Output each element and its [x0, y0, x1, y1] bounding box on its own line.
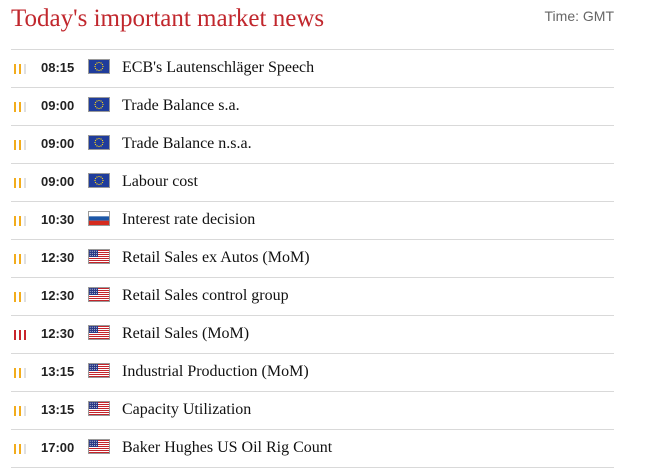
importance-bar — [14, 368, 16, 378]
importance-bar — [19, 140, 21, 150]
importance-bar — [24, 292, 26, 302]
event-time: 13:15 — [41, 364, 75, 379]
importance-bar — [14, 330, 16, 340]
news-row[interactable]: 12:30 Retail Sales control group — [11, 278, 614, 316]
event-title[interactable]: Industrial Production (MoM) — [122, 363, 309, 380]
us-flag-icon — [88, 249, 110, 264]
event-time: 10:30 — [41, 212, 75, 227]
importance-indicator — [14, 216, 32, 226]
event-time: 12:30 — [41, 288, 75, 303]
eu-flag-icon — [88, 135, 110, 150]
importance-bar — [14, 444, 16, 454]
importance-bar — [19, 368, 21, 378]
importance-bar — [14, 406, 16, 416]
event-title[interactable]: ECB's Lautenschläger Speech — [122, 59, 315, 76]
importance-bar — [24, 368, 26, 378]
importance-indicator — [14, 64, 32, 74]
event-time: 13:15 — [41, 402, 75, 417]
importance-bar — [24, 216, 26, 226]
importance-bar — [14, 140, 16, 150]
timezone-label: Time: GMT — [544, 8, 614, 24]
event-title[interactable]: Baker Hughes US Oil Rig Count — [122, 439, 333, 456]
us-flag-icon — [88, 287, 110, 302]
importance-bar — [14, 178, 16, 188]
news-list: 08:15 ECB's Lautenschläger Speech 09:00 Tra… — [11, 49, 614, 468]
event-time: 09:00 — [41, 136, 75, 151]
news-row[interactable]: 17:00 Baker Hughes US Oil Rig Count — [11, 430, 614, 468]
news-row[interactable]: 10:30 Interest rate decision — [11, 202, 614, 240]
news-row[interactable]: 09:00 Trade Balance n.s.a. — [11, 126, 614, 164]
news-row[interactable]: 12:30 Retail Sales ex Autos (MoM) — [11, 240, 614, 278]
us-flag-icon — [88, 401, 110, 416]
event-title[interactable]: Retail Sales control group — [122, 287, 289, 304]
us-flag-icon — [88, 363, 110, 378]
event-title[interactable]: Interest rate decision — [122, 211, 256, 228]
importance-bar — [24, 140, 26, 150]
us-flag-icon — [88, 325, 110, 340]
news-row[interactable]: 09:00 Labour cost — [11, 164, 614, 202]
importance-bar — [19, 178, 21, 188]
us-flag-icon — [88, 439, 110, 454]
importance-bar — [19, 444, 21, 454]
event-title[interactable]: Capacity Utilization — [122, 401, 252, 418]
importance-indicator — [14, 254, 32, 264]
news-row[interactable]: 09:00 Trade Balance s.a. — [11, 88, 614, 126]
event-time: 09:00 — [41, 174, 75, 189]
header: Today's important market news Time: GMT — [11, 0, 614, 48]
page-title: Today's important market news — [11, 5, 325, 32]
importance-bar — [24, 444, 26, 454]
importance-bar — [19, 406, 21, 416]
news-row[interactable]: 13:15 Industrial Production (MoM) — [11, 354, 614, 392]
importance-bar — [14, 216, 16, 226]
event-time: 17:00 — [41, 440, 75, 455]
importance-bar — [24, 102, 26, 112]
eu-flag-icon — [88, 59, 110, 74]
event-title[interactable]: Trade Balance s.a. — [122, 97, 240, 114]
importance-bar — [14, 254, 16, 264]
eu-flag-icon — [88, 97, 110, 112]
importance-bar — [19, 292, 21, 302]
importance-bar — [24, 64, 26, 74]
event-time: 12:30 — [41, 326, 75, 341]
importance-bar — [24, 254, 26, 264]
event-title[interactable]: Trade Balance n.s.a. — [122, 135, 252, 152]
event-time: 09:00 — [41, 98, 75, 113]
eu-flag-icon — [88, 173, 110, 188]
importance-bar — [24, 330, 26, 340]
event-title[interactable]: Retail Sales (MoM) — [122, 325, 250, 342]
importance-indicator — [14, 292, 32, 302]
importance-bar — [19, 64, 21, 74]
ru-flag-icon — [88, 211, 110, 226]
importance-indicator — [14, 368, 32, 378]
importance-indicator — [14, 330, 32, 340]
importance-bar — [24, 406, 26, 416]
importance-indicator — [14, 406, 32, 416]
importance-indicator — [14, 178, 32, 188]
importance-indicator — [14, 102, 32, 112]
importance-bar — [14, 64, 16, 74]
importance-bar — [14, 102, 16, 112]
importance-indicator — [14, 140, 32, 150]
importance-bar — [19, 102, 21, 112]
importance-bar — [19, 254, 21, 264]
importance-bar — [19, 330, 21, 340]
importance-bar — [19, 216, 21, 226]
importance-bar — [24, 178, 26, 188]
news-row[interactable]: 13:15 Capacity Utilization — [11, 392, 614, 430]
event-title[interactable]: Labour cost — [122, 173, 198, 190]
news-row[interactable]: 12:30 Retail Sales (MoM) — [11, 316, 614, 354]
news-row[interactable]: 08:15 ECB's Lautenschläger Speech — [11, 50, 614, 88]
event-time: 12:30 — [41, 250, 75, 265]
event-time: 08:15 — [41, 60, 75, 75]
importance-bar — [14, 292, 16, 302]
importance-indicator — [14, 444, 32, 454]
event-title[interactable]: Retail Sales ex Autos (MoM) — [122, 249, 310, 266]
